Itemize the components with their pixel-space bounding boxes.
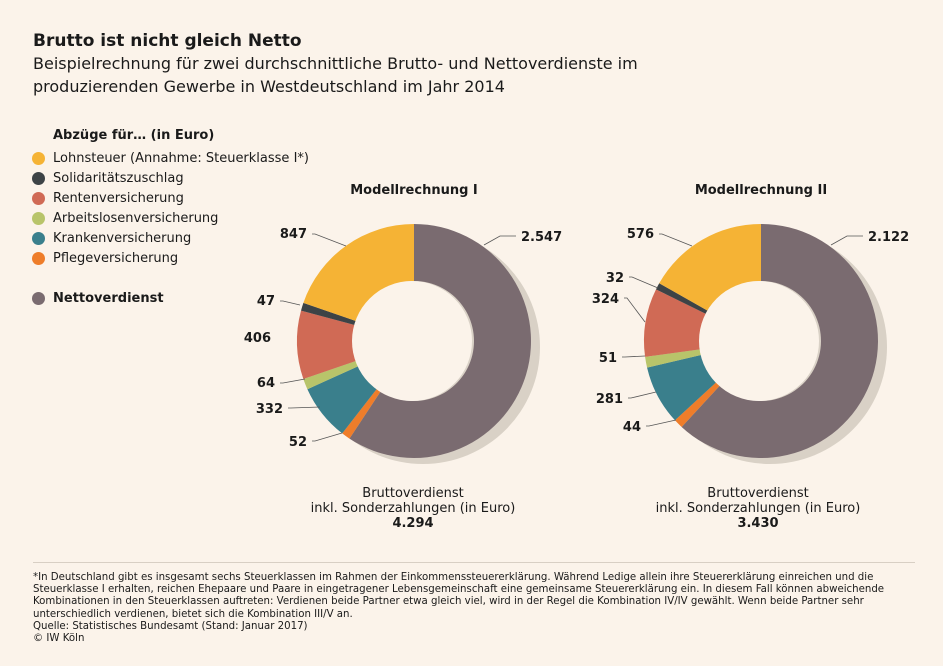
slice-solidaritätszuschlag xyxy=(301,302,358,326)
leader-line xyxy=(280,378,306,384)
slice-rentenversicherung xyxy=(297,310,358,380)
donut-hole xyxy=(699,281,819,401)
legend-dot xyxy=(32,171,45,185)
value-label: 32 xyxy=(606,271,624,286)
value-label: 324 xyxy=(592,292,619,307)
legend-label: Krankenversicherung xyxy=(53,230,192,246)
slice-pflegeversicherung xyxy=(342,388,381,439)
leader-line xyxy=(312,432,343,442)
slice-nettoverdienst xyxy=(349,224,531,458)
slice-krankenversicherung xyxy=(307,365,378,434)
chart-footer-line: inkl. Sonderzahlungen (in Euro) xyxy=(655,501,861,516)
slice-solidaritätszuschlag xyxy=(656,283,709,315)
slice-rentenversicherung xyxy=(644,289,708,357)
footnote-line: Steuerklasse I erhalten, reichen Ehepaar… xyxy=(33,584,885,596)
chart-footer-line: inkl. Sonderzahlungen (in Euro) xyxy=(310,501,516,516)
leader-line xyxy=(646,419,677,427)
legend-label: Rentenversicherung xyxy=(53,190,184,206)
value-label: 47 xyxy=(257,294,275,309)
leader-line xyxy=(628,391,657,399)
slice-nettoverdienst xyxy=(681,224,879,459)
legend-label: Nettoverdienst xyxy=(53,290,164,306)
footnote-line: unterschiedlich verdienen, bietet sich d… xyxy=(33,608,353,620)
slice-lohnsteuer xyxy=(303,224,414,322)
slice-arbeitslosenversicherung xyxy=(303,360,360,390)
footnote-line: Quelle: Statistisches Bundesamt (Stand: … xyxy=(33,620,308,632)
value-label: 332 xyxy=(256,402,283,417)
chart-footer-label: Bruttoverdienst inkl. Sonderzahlungen (in… xyxy=(628,486,888,516)
slice-pflegeversicherung xyxy=(674,381,721,427)
footnote-line: © IW Köln xyxy=(33,633,85,645)
chart-total: 4.294 xyxy=(392,516,434,531)
slice-lohnsteuer xyxy=(659,224,761,312)
chart-footer-label: Bruttoverdienst inkl. Sonderzahlungen (in… xyxy=(283,486,543,516)
chart-title: Modellrechnung I xyxy=(350,183,478,198)
leader-line xyxy=(483,235,516,246)
legend-item: Arbeitslosenversicherung xyxy=(32,208,309,228)
legend-item: Krankenversicherung xyxy=(32,228,309,248)
legend-item-nettoverdienst: Nettoverdienst xyxy=(32,288,309,308)
legend-dot xyxy=(32,211,45,225)
legend-dot xyxy=(32,151,45,165)
legend-label: Arbeitslosenversicherung xyxy=(53,210,219,226)
legend-dot xyxy=(32,251,45,265)
slice-arbeitslosenversicherung xyxy=(645,349,703,368)
legend: Abzüge für… (in Euro) Lohnsteuer (Annahm… xyxy=(32,128,309,308)
value-label: 576 xyxy=(627,227,654,242)
value-label: 51 xyxy=(599,351,617,366)
value-label: 281 xyxy=(596,392,623,407)
legend-label: Solidaritätszuschlag xyxy=(53,170,184,186)
chart-footer: Bruttoverdienst inkl. Sonderzahlungen (in… xyxy=(628,486,888,531)
legend-dot xyxy=(32,231,45,245)
divider xyxy=(33,562,915,563)
value-label: 2.122 xyxy=(868,230,909,245)
page-subtitle: Beispielrechnung für zwei durchschnittli… xyxy=(33,54,638,96)
legend-title: Abzüge für… (in Euro) xyxy=(53,128,215,143)
page-title: Brutto ist nicht gleich Netto xyxy=(33,31,302,51)
value-label: 847 xyxy=(280,227,307,242)
chart-footer-line: Bruttoverdienst xyxy=(707,486,809,501)
value-label: 64 xyxy=(257,376,275,391)
value-label: 52 xyxy=(289,435,307,450)
legend-item: Lohnsteuer (Annahme: Steuerklasse I*) xyxy=(32,148,309,168)
footnote-line: Kombinationen in den Steuerklassen auftr… xyxy=(33,596,864,608)
footnote: *In Deutschland gibt es insgesamt sechs … xyxy=(33,572,913,645)
legend-item: Pflegeversicherung xyxy=(32,248,309,268)
leader-line xyxy=(280,300,301,306)
leader-line xyxy=(624,297,646,323)
donut-hole xyxy=(352,281,472,401)
value-label: 406 xyxy=(244,331,271,346)
donut-charts: Modellrechnung I2.547523326440647847Mode… xyxy=(244,183,909,464)
legend-dot xyxy=(32,291,45,305)
leader-line xyxy=(830,235,863,246)
legend-label: Pflegeversicherung xyxy=(53,250,179,266)
chart-footer: Bruttoverdienst inkl. Sonderzahlungen (in… xyxy=(283,486,543,531)
leader-line xyxy=(629,276,659,289)
legend-dot xyxy=(32,191,45,205)
donut-chart: Modellrechnung I 2.547 52 332 64 406 47 847 xyxy=(244,183,562,464)
leader-line xyxy=(622,355,646,358)
value-label: 2.547 xyxy=(521,230,562,245)
chart-title: Modellrechnung II xyxy=(695,183,827,198)
footnote-line: *In Deutschland gibt es insgesamt sechs … xyxy=(33,572,874,583)
legend-label: Lohnsteuer (Annahme: Steuerklasse I*) xyxy=(53,150,309,166)
leader-line xyxy=(659,233,693,247)
leader-line xyxy=(312,233,347,247)
leader-line xyxy=(288,406,321,409)
chart-total: 3.430 xyxy=(737,516,779,531)
chart-footer-line: Bruttoverdienst xyxy=(362,486,464,501)
legend-item: Solidaritätszuschlag xyxy=(32,168,309,188)
slice-krankenversicherung xyxy=(647,354,717,421)
legend-item: Rentenversicherung xyxy=(32,188,309,208)
value-label: 44 xyxy=(623,420,641,435)
